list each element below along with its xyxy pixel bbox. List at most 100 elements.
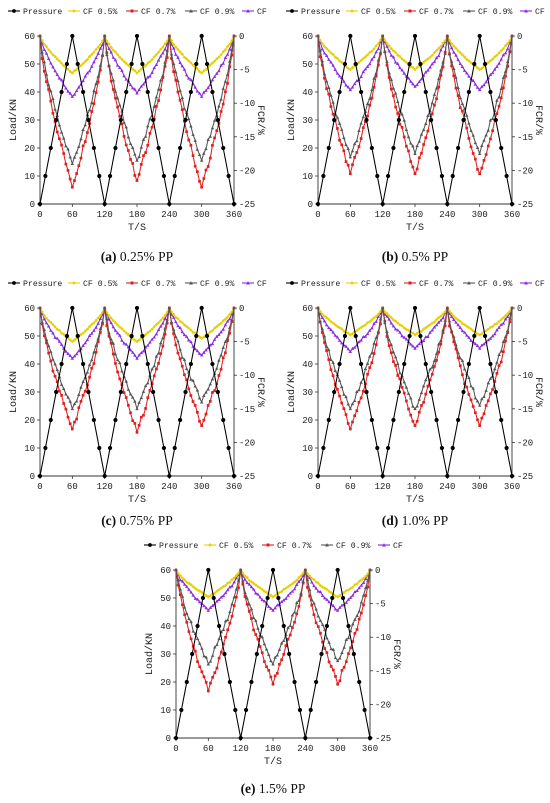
chart-c-point-4-48	[141, 349, 146, 353]
chart-a-point-2-62	[172, 70, 175, 73]
chart-a-point-3-36	[115, 96, 120, 100]
chart-e-point-3-66	[316, 614, 320, 618]
chart-a-ytick-right-label-3: -15	[239, 133, 255, 143]
chart-e-point-3-84	[355, 613, 359, 617]
chart-a-point-1-9	[57, 59, 62, 63]
chart-b-point-2-77	[482, 159, 486, 162]
chart-e-point-3-64	[312, 601, 316, 605]
chart-a-point-4-34	[111, 55, 115, 59]
chart-a-point-1-82	[215, 57, 219, 61]
chart-b-point-3-71	[469, 128, 473, 132]
chart-c-point-4-40	[124, 342, 128, 346]
chart-d-point-3-38	[398, 371, 402, 375]
chart-c-point-3-85	[221, 345, 225, 349]
chart-d-xtick-label-5: 300	[472, 482, 488, 492]
chart-d-point-2-37	[396, 374, 400, 377]
chart-c-point-4-77	[204, 348, 208, 352]
chart-b-point-4-73	[473, 82, 478, 86]
chart-b-point-4-12	[342, 79, 346, 83]
chart-a-point-4-48	[141, 82, 146, 86]
chart-a-point-1-58	[163, 41, 167, 46]
chart-a-point-0-30	[199, 33, 204, 39]
chart-c-point-3-79	[208, 382, 212, 386]
chart-e-point-2-20	[217, 656, 221, 660]
chart-a-point-2-46	[137, 173, 141, 176]
chart-e-point-3-35	[249, 607, 254, 611]
chart-b-point-3-76	[480, 143, 484, 147]
chart-b-point-1-58	[441, 41, 445, 45]
chart-a-point-1-55	[156, 50, 161, 54]
chart-b-point-2-40	[402, 135, 406, 139]
chart-a-point-3-48	[141, 137, 146, 141]
chart-d-point-2-14	[346, 422, 350, 425]
chart-b-ytick-left-label-0: 0	[308, 200, 313, 210]
chart-b-point-1-71	[469, 61, 473, 65]
chart-a-point-1-29	[100, 39, 105, 43]
chart-a-series-0	[37, 33, 237, 207]
chart-d-point-0-24	[445, 473, 450, 479]
chart-a-point-3-66	[180, 95, 184, 99]
chart-c-point-4-83	[217, 333, 221, 337]
chart-e-point-3-17	[210, 653, 215, 657]
chart-a-point-1-61	[169, 38, 174, 43]
chart-a-point-2-48	[142, 154, 145, 158]
chart-d-point-4-87	[503, 317, 508, 321]
chart-e-point-1-27	[232, 576, 236, 580]
chart-e-point-4-50	[282, 598, 286, 602]
chart-c-point-3-25	[92, 350, 96, 354]
chart-e-point-2-37	[254, 633, 258, 636]
chart-c-point-4-76	[202, 350, 206, 354]
chart-e-point-1-14	[204, 593, 208, 598]
chart-b-point-0-20	[423, 89, 428, 95]
chart-c-point-0-25	[172, 445, 177, 451]
chart-b-point-0-24	[445, 201, 450, 207]
chart-b-point-3-29	[378, 50, 383, 54]
chart-e-point-3-0	[174, 568, 178, 572]
chart-b-point-2-87	[504, 74, 507, 78]
chart-c-ytick-left-label-6: 60	[24, 304, 35, 314]
chart-e-point-3-46	[273, 655, 277, 659]
chart-d-ytick-right-label-1: -5	[517, 338, 528, 348]
chart-d-point-3-8	[333, 368, 337, 372]
chart-a-point-3-75	[199, 158, 204, 162]
chart-d-point-0-11	[375, 445, 380, 451]
chart-e-point-4-76	[338, 605, 342, 609]
chart-e-point-4-54	[290, 589, 295, 593]
chart-c-point-1-55	[156, 321, 161, 325]
chart-a-point-3-89	[230, 48, 234, 52]
chart-d-point-2-89	[508, 320, 512, 324]
chart-e-point-2-18	[213, 671, 217, 675]
chart-e-point-2-31	[241, 582, 245, 586]
chart-e-point-2-35	[250, 617, 253, 620]
chart-b-ytick-right-label-1: -5	[517, 66, 528, 76]
chart-c-point-1-86	[223, 317, 228, 321]
chart-d-point-2-51	[426, 384, 430, 388]
chart-a-point-2-77	[204, 168, 208, 172]
chart-a-point-1-71	[191, 63, 195, 67]
chart-d-point-3-33	[387, 338, 391, 342]
chart-d-point-4-85	[499, 322, 503, 326]
chart-a-point-0-22	[156, 145, 161, 151]
chart-d-point-3-10	[337, 378, 342, 382]
chart-a-point-4-36	[115, 63, 120, 67]
chart-c-point-0-36	[231, 473, 237, 479]
chart-d-point-3-4	[324, 344, 329, 348]
chart-d-point-2-16	[351, 420, 354, 424]
chart-a-point-1-70	[189, 61, 193, 65]
chart-e-point-2-47	[275, 671, 279, 675]
chart-c-point-2-3	[45, 341, 48, 345]
chart-a-xtick-label-4: 240	[161, 210, 177, 220]
chart-a-xtick-label-2: 120	[97, 210, 113, 220]
chart-d-point-2-39	[400, 385, 404, 389]
chart-a-point-1-57	[161, 45, 165, 49]
chart-e-point-3-85	[357, 609, 361, 613]
chart-d-point-3-58	[441, 328, 445, 332]
chart-e-point-4-51	[284, 596, 288, 600]
chart-b-point-2-57	[439, 74, 443, 77]
chart-d-ytick-right-label-0: 0	[517, 304, 522, 314]
chart-b-ytick-left-label-3: 30	[302, 116, 313, 126]
chart-b-point-4-24	[368, 62, 372, 66]
chart-a-point-4-82	[215, 71, 219, 75]
chart-e-legend-label-3: CF 0.9%	[336, 542, 370, 551]
chart-d-point-3-56	[437, 342, 441, 346]
